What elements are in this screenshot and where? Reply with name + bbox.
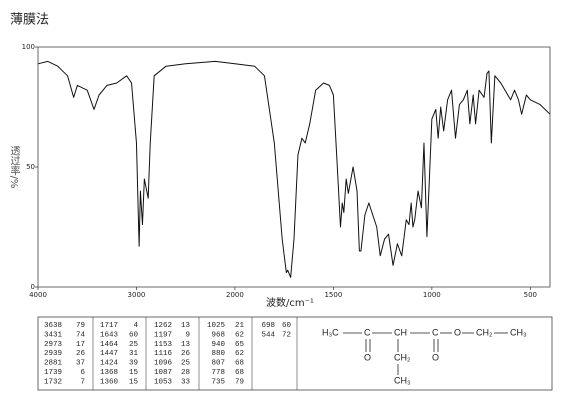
y-tick-label: 100 bbox=[22, 43, 35, 51]
peak-transmittance: 25 bbox=[129, 341, 139, 349]
peak-wavenumber: 1096 bbox=[154, 360, 173, 368]
peak-transmittance: 72 bbox=[282, 331, 291, 339]
peak-transmittance: 62 bbox=[235, 331, 244, 339]
peak-wavenumber: 1197 bbox=[154, 331, 172, 339]
x-tick-label: 2000 bbox=[226, 291, 244, 299]
peak-transmittance: 6 bbox=[80, 369, 85, 377]
peak-transmittance: 68 bbox=[235, 369, 244, 377]
atom: O bbox=[364, 352, 371, 362]
peak-wavenumber: 1025 bbox=[207, 322, 226, 330]
peak-wavenumber: 735 bbox=[211, 378, 225, 386]
peak-wavenumber: 1643 bbox=[100, 331, 119, 339]
peak-wavenumber: 968 bbox=[211, 331, 225, 339]
peak-wavenumber: 778 bbox=[211, 369, 225, 377]
peak-wavenumber: 1424 bbox=[100, 360, 119, 368]
peak-wavenumber: 1053 bbox=[154, 378, 173, 386]
peak-transmittance: 79 bbox=[76, 322, 85, 330]
x-tick-label: 1500 bbox=[324, 291, 342, 299]
peak-transmittance: 28 bbox=[181, 369, 190, 377]
peak-wavenumber: 1464 bbox=[100, 341, 119, 349]
x-tick-label: 4000 bbox=[29, 291, 47, 299]
atom: CH₂ bbox=[476, 327, 493, 337]
peak-wavenumber: 2939 bbox=[44, 350, 62, 358]
peak-transmittance: 25 bbox=[181, 360, 191, 368]
peak-transmittance: 37 bbox=[76, 360, 85, 368]
peak-transmittance: 13 bbox=[181, 341, 191, 349]
x-tick-label: 500 bbox=[524, 291, 537, 299]
peak-wavenumber: 544 bbox=[261, 331, 275, 339]
y-tick-label: 50 bbox=[26, 163, 35, 171]
atom: CH₂ bbox=[394, 352, 411, 362]
table-frame bbox=[37, 316, 553, 391]
peak-wavenumber: 698 bbox=[261, 322, 275, 330]
peak-transmittance: 68 bbox=[235, 360, 244, 368]
x-axis-label: 波数/cm⁻¹ bbox=[266, 296, 314, 309]
table-dividers bbox=[92, 317, 298, 390]
chart-title: 薄膜法 bbox=[10, 13, 49, 28]
peak-wavenumber: 940 bbox=[211, 341, 225, 349]
atom: H₃C bbox=[322, 327, 339, 337]
x-tick-label: 3000 bbox=[128, 291, 146, 299]
atom: O bbox=[454, 327, 461, 337]
peak-wavenumber: 1447 bbox=[100, 350, 118, 358]
peak-wavenumber: 1153 bbox=[154, 341, 173, 349]
peak-transmittance: 62 bbox=[235, 350, 244, 358]
peak-transmittance: 13 bbox=[181, 322, 191, 330]
peak-wavenumber: 1739 bbox=[44, 369, 62, 377]
peak-transmittance: 15 bbox=[129, 369, 139, 377]
atom: CH₃ bbox=[394, 375, 411, 385]
peak-transmittance: 31 bbox=[129, 350, 139, 358]
y-axis-label: 透过率/% bbox=[8, 145, 20, 188]
atom: CH₃ bbox=[510, 327, 527, 337]
peak-transmittance: 79 bbox=[235, 378, 244, 386]
atom: O bbox=[432, 352, 439, 362]
peak-wavenumber: 1717 bbox=[100, 322, 118, 330]
peak-wavenumber: 1360 bbox=[100, 378, 119, 386]
peak-wavenumber: 1116 bbox=[154, 350, 173, 358]
atom: CH bbox=[394, 327, 407, 337]
peak-wavenumber: 3638 bbox=[44, 322, 62, 330]
peak-wavenumber: 2973 bbox=[44, 341, 63, 349]
peak-transmittance: 39 bbox=[129, 360, 138, 368]
spectrum-line bbox=[37, 60, 551, 278]
x-tick-label: 1000 bbox=[423, 291, 441, 299]
peak-transmittance: 21 bbox=[235, 322, 245, 330]
peak-transmittance: 7 bbox=[80, 378, 85, 386]
peak-wavenumber: 1368 bbox=[100, 369, 118, 377]
peak-wavenumber: 1262 bbox=[154, 322, 172, 330]
structure: H₃C C CH C O CH₂ CH₃ O CH₂ CH₃ O bbox=[322, 327, 527, 385]
peak-transmittance: 60 bbox=[282, 322, 292, 330]
peak-transmittance: 74 bbox=[76, 331, 86, 339]
peak-transmittance: 26 bbox=[76, 350, 86, 358]
peak-transmittance: 17 bbox=[76, 341, 85, 349]
peak-wavenumber: 1732 bbox=[44, 378, 62, 386]
peak-transmittance: 60 bbox=[129, 331, 139, 339]
peak-wavenumber: 1087 bbox=[154, 369, 172, 377]
peak-wavenumber: 2881 bbox=[44, 360, 63, 368]
peak-transmittance: 26 bbox=[181, 350, 191, 358]
atom: C bbox=[432, 327, 439, 337]
peak-transmittance: 65 bbox=[235, 341, 245, 349]
peak-wavenumber: 3431 bbox=[44, 331, 63, 339]
peak-transmittance: 4 bbox=[133, 322, 138, 330]
y-tick-label: 0 bbox=[31, 283, 35, 291]
peak-transmittance: 9 bbox=[185, 331, 190, 339]
peak-transmittance: 33 bbox=[181, 378, 191, 386]
peak-transmittance: 15 bbox=[129, 378, 139, 386]
peak-wavenumber: 807 bbox=[211, 360, 225, 368]
peak-wavenumber: 880 bbox=[211, 350, 225, 358]
atom: C bbox=[364, 327, 371, 337]
